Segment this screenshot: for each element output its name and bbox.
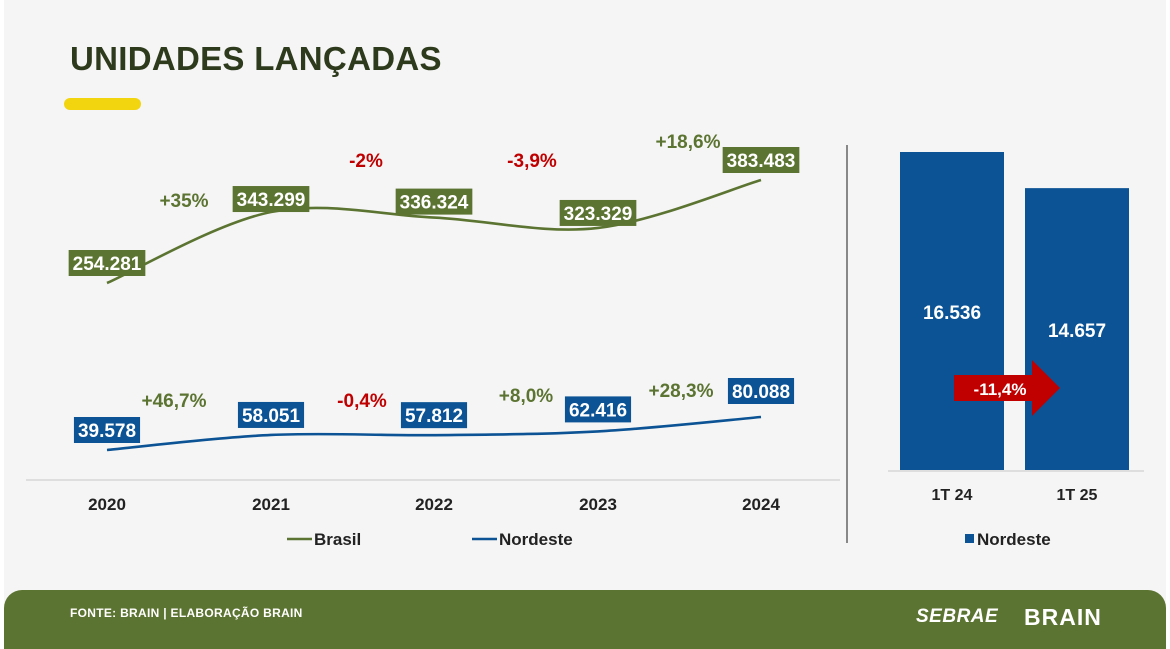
- data-label-nordeste-2021: 58.051: [237, 401, 305, 428]
- bar-1T-25: [1025, 188, 1129, 470]
- slide: UNIDADES LANÇADAS 2020 2021 2022 2023 2024 25…: [4, 0, 1166, 649]
- x-tick-2024: 2024: [742, 495, 780, 514]
- change-label-nordeste-1: +46,7%: [142, 391, 207, 412]
- title-accent-bar: [64, 98, 141, 110]
- data-label-brasil-2022: 336.324: [395, 188, 473, 215]
- source-text: FONTE: BRAIN | ELABORAÇÃO BRAIN: [70, 606, 303, 620]
- change-label-nordeste-2: -0,4%: [337, 391, 387, 412]
- data-label-brasil-2020-text: 254.281: [73, 254, 142, 275]
- arrow-shape: [954, 360, 1060, 416]
- data-label-nordeste-2024: 80.088: [727, 378, 795, 404]
- bar-chart: 16.536 1T 24 14.657 1T 25 -11,4% Nordeste: [888, 152, 1144, 549]
- data-label-nordeste-2020: 39.578: [73, 417, 141, 443]
- data-label-brasil-2024-text: 383.483: [727, 151, 796, 172]
- bar-category-1T-24: 1T 24: [932, 487, 973, 504]
- x-tick-2023: 2023: [579, 495, 617, 514]
- data-label-brasil-2023-text: 323.329: [564, 204, 633, 225]
- sebrae-logo: SEBRAE: [916, 606, 999, 627]
- x-tick-2020: 2020: [88, 495, 126, 514]
- change-label-nordeste-3: +8,0%: [499, 386, 554, 407]
- legend-swatch-nordeste-bar: [965, 534, 974, 543]
- data-label-brasil-2020-box: [68, 250, 146, 276]
- change-label-brasil-1: +35%: [159, 191, 208, 212]
- data-label-brasil-2021-text: 343.299: [237, 190, 306, 211]
- legend-label-brasil: Brasil: [314, 530, 361, 549]
- footer: FONTE: BRAIN | ELABORAÇÃO BRAIN SEBRAE B…: [4, 590, 1166, 649]
- data-label-nordeste-2024-box: [727, 378, 795, 404]
- data-label-brasil-2023-box: [559, 199, 637, 226]
- data-label-nordeste-2022-box: [400, 402, 468, 429]
- change-label-brasil-3: -3,9%: [507, 151, 557, 172]
- legend-label-nordeste: Nordeste: [499, 530, 573, 549]
- data-label-nordeste-2023-box: [564, 396, 632, 423]
- data-label-nordeste-2020-text: 39.578: [78, 421, 136, 442]
- data-label-nordeste-2021-box: [237, 401, 305, 428]
- bar-value-1T-24: 16.536: [923, 303, 981, 324]
- legend-label-nordeste-bar: Nordeste: [977, 530, 1051, 549]
- bar-category-1T-25: 1T 25: [1057, 487, 1098, 504]
- line-chart: 2020 2021 2022 2023 2024 254.281 343.299 336.32…: [26, 132, 840, 549]
- data-label-nordeste-2023: 62.416: [564, 396, 632, 423]
- data-label-nordeste-2022: 57.812: [400, 402, 468, 429]
- x-tick-2022: 2022: [415, 495, 453, 514]
- data-label-brasil-2024: 383.483: [722, 147, 800, 173]
- bar-1T-24: [900, 152, 1004, 470]
- change-arrow: -11,4%: [954, 360, 1060, 416]
- data-label-nordeste-2021-text: 58.051: [242, 406, 301, 427]
- bar-value-1T-25: 14.657: [1048, 321, 1106, 342]
- brain-logo: BRAIN: [1024, 604, 1102, 630]
- page-title: UNIDADES LANÇADAS: [70, 40, 442, 77]
- data-label-brasil-2020: 254.281: [68, 250, 146, 276]
- x-tick-2021: 2021: [252, 495, 290, 514]
- data-label-nordeste-2023-text: 62.416: [569, 400, 627, 421]
- data-label-brasil-2022-text: 336.324: [400, 193, 469, 214]
- change-label-brasil-2: -2%: [349, 151, 383, 172]
- data-label-brasil-2023: 323.329: [559, 199, 637, 226]
- change-label-nordeste-quarter: -11,4%: [974, 380, 1027, 399]
- data-label-brasil-2021-box: [232, 186, 310, 213]
- data-label-brasil-2024-box: [722, 147, 800, 173]
- data-label-nordeste-2024-text: 80.088: [732, 382, 790, 403]
- change-label-brasil-4: +18,6%: [656, 132, 721, 153]
- data-label-nordeste-2022-text: 57.812: [405, 406, 463, 427]
- chart-divider: [846, 145, 848, 543]
- series-line-nordeste: [106, 415, 762, 452]
- data-label-brasil-2021: 343.299: [232, 186, 310, 213]
- series-line-brasil: [106, 178, 762, 285]
- change-label-nordeste-4: +28,3%: [649, 381, 714, 402]
- data-label-nordeste-2020-box: [73, 417, 141, 443]
- data-label-brasil-2022-box: [395, 188, 473, 215]
